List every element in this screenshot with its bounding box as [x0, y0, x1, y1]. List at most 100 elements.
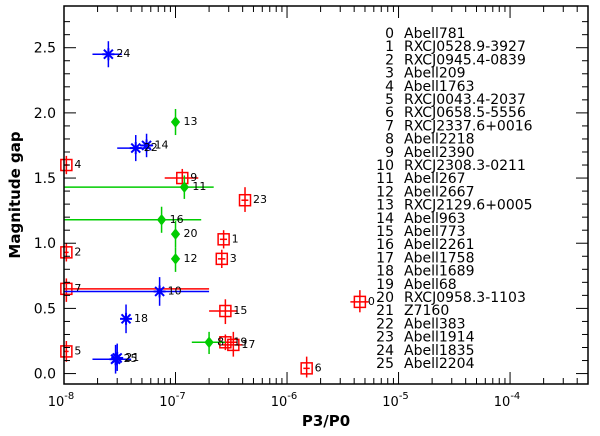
- data-point-18: 18: [120, 304, 148, 334]
- legend-entry-22: 22 Abell383: [376, 316, 465, 332]
- legend-id: 13: [376, 198, 394, 214]
- legend-name: RXCJ0958.3-1103: [404, 290, 526, 306]
- legend-entry-14: 14 Abell963: [376, 211, 465, 227]
- y-axis-label: Magnitude gap: [6, 131, 24, 258]
- legend-name: Abell68: [404, 277, 457, 293]
- square-marker: [353, 295, 367, 309]
- legend-name: Abell773: [404, 224, 466, 240]
- legend-name: Abell267: [404, 171, 466, 187]
- diamond-marker: [156, 213, 167, 226]
- legend-entry-2: 2 RXCJ0945.4-0839: [385, 52, 526, 68]
- square-marker: [227, 338, 240, 352]
- legend-entry-12: 12 Abell2667: [376, 184, 474, 200]
- legend-entry-19: 19 Abell68: [376, 277, 457, 293]
- legend-id: 3: [385, 66, 394, 82]
- data-point-7: 7: [60, 278, 210, 302]
- legend-id: 14: [376, 211, 394, 227]
- point-label: 19: [233, 335, 247, 348]
- point-label: 11: [192, 180, 206, 193]
- point-label: 14: [155, 138, 169, 151]
- point-label: 2: [74, 245, 81, 258]
- data-point-0: 0: [350, 290, 375, 313]
- data-point-16: 16: [64, 206, 202, 233]
- legend-entry-10: 10 RXCJ2308.3-0211: [376, 158, 526, 174]
- point-label: 3: [230, 252, 237, 265]
- square-marker: [217, 233, 230, 246]
- legend-name: Abell781: [404, 26, 466, 42]
- point-label: 13: [184, 115, 198, 128]
- data-point-1: 1: [217, 230, 239, 249]
- point-label: 5: [74, 344, 81, 357]
- square-marker: [176, 171, 189, 185]
- point-label: 9: [190, 171, 197, 184]
- legend-entry-17: 17 Abell1758: [376, 250, 474, 266]
- x-tick-label: 10-4: [494, 391, 521, 410]
- legend-id: 19: [376, 277, 394, 293]
- y-tick-label: 0.5: [34, 301, 56, 317]
- legend-name: Abell2204: [404, 356, 475, 372]
- point-label: 17: [241, 338, 255, 351]
- legend-name: RXCJ2308.3-0211: [404, 158, 526, 174]
- point-label: 21: [125, 351, 139, 364]
- diamond-marker: [179, 181, 189, 193]
- legend-id: 18: [376, 264, 394, 280]
- legend-entry-13: 13 RXCJ2129.6+0005: [376, 198, 532, 214]
- legend-name: Abell1835: [404, 343, 475, 359]
- legend-id: 15: [376, 224, 394, 240]
- point-label: 25: [124, 352, 138, 365]
- point-label: 20: [184, 227, 198, 240]
- point-label: 0: [368, 295, 375, 308]
- data-point-14: 14: [139, 133, 169, 158]
- point-label: 24: [116, 47, 130, 60]
- square-marker: [60, 282, 73, 296]
- square-marker: [215, 252, 229, 266]
- legend-entry-24: 24 Abell1835: [376, 343, 474, 359]
- legend-entry-15: 15 Abell773: [376, 224, 465, 240]
- data-point-8: 8: [191, 331, 226, 355]
- legend-entry-11: 11 Abell267: [376, 171, 465, 187]
- legend-id: 11: [376, 171, 394, 187]
- legend-id: 25: [376, 356, 394, 372]
- square-marker: [60, 345, 73, 358]
- legend-name: Abell2667: [404, 184, 475, 200]
- square-marker: [300, 362, 313, 375]
- legend-id: 4: [385, 79, 394, 95]
- data-point-6: 6: [300, 356, 322, 378]
- point-label: 10: [168, 284, 182, 297]
- square-marker: [238, 193, 252, 207]
- y-tick-label: 1.5: [34, 171, 56, 187]
- point-label: 15: [233, 304, 247, 317]
- data-point-25: 25: [92, 344, 138, 374]
- data-point-5: 5: [60, 340, 81, 362]
- legend-entry-9: 9 Abell2390: [385, 145, 474, 161]
- legend-name: Abell1758: [404, 250, 475, 266]
- square-marker: [60, 246, 73, 259]
- x-tick-label: 10-8: [48, 391, 75, 410]
- legend-name: Abell2390: [404, 145, 475, 161]
- x-tick-label: 10-5: [382, 391, 409, 410]
- legend-id: 17: [376, 250, 394, 266]
- legend-name: Abell1763: [404, 79, 475, 95]
- legend-id: 22: [376, 316, 394, 332]
- legend-entry-20: 20 RXCJ0958.3-1103: [376, 290, 526, 306]
- data-point-12: 12: [170, 247, 198, 272]
- legend-id: 16: [376, 237, 394, 253]
- diamond-marker: [204, 336, 214, 349]
- legend-entry-7: 7 RXCJ2337.6+0016: [385, 118, 533, 134]
- star-marker-d2: [103, 49, 114, 60]
- data-point-23: 23: [238, 187, 267, 212]
- legend-id: 0: [385, 26, 394, 42]
- x-axis-label: P3/P0: [302, 412, 350, 430]
- data-point-24: 24: [92, 41, 130, 68]
- data-point-10: 10: [64, 277, 210, 306]
- data-point-13: 13: [170, 108, 198, 136]
- legend-entry-3: 3 Abell209: [385, 66, 466, 82]
- legend-id: 24: [376, 343, 394, 359]
- legend-name: RXCJ2129.6+0005: [404, 198, 533, 214]
- legend: 0 Abell781 1 RXCJ0528.9-3927 2 RXCJ0945.4-083…: [376, 26, 532, 372]
- legend-entry-8: 8 Abell2218: [385, 132, 474, 148]
- legend-name: RXCJ2337.6+0016: [404, 118, 533, 134]
- data-point-2: 2: [60, 243, 81, 262]
- point-label: 1: [232, 232, 239, 245]
- legend-id: 5: [385, 92, 394, 108]
